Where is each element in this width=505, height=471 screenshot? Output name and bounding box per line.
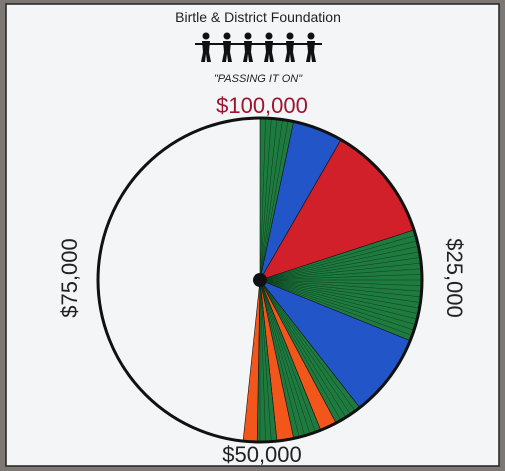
label-left: $75,000: [57, 238, 82, 318]
person-head: [224, 33, 231, 40]
slogan: "PASSING IT ON": [214, 73, 303, 85]
person-head: [203, 33, 210, 40]
dial-hub: [253, 273, 267, 287]
label-right: $25,000: [442, 238, 467, 318]
person-head: [287, 33, 294, 40]
person-head: [266, 33, 273, 40]
title: Birtle & District Foundation: [175, 9, 341, 25]
sign-photo: Birtle & District Foundation "PASSING IT…: [0, 0, 505, 471]
label-top: $100,000: [216, 93, 308, 118]
person-head: [245, 33, 252, 40]
page: Birtle & District Foundation "PASSING IT…: [0, 0, 505, 471]
label-bottom: $50,000: [222, 442, 302, 467]
person-head: [308, 33, 315, 40]
